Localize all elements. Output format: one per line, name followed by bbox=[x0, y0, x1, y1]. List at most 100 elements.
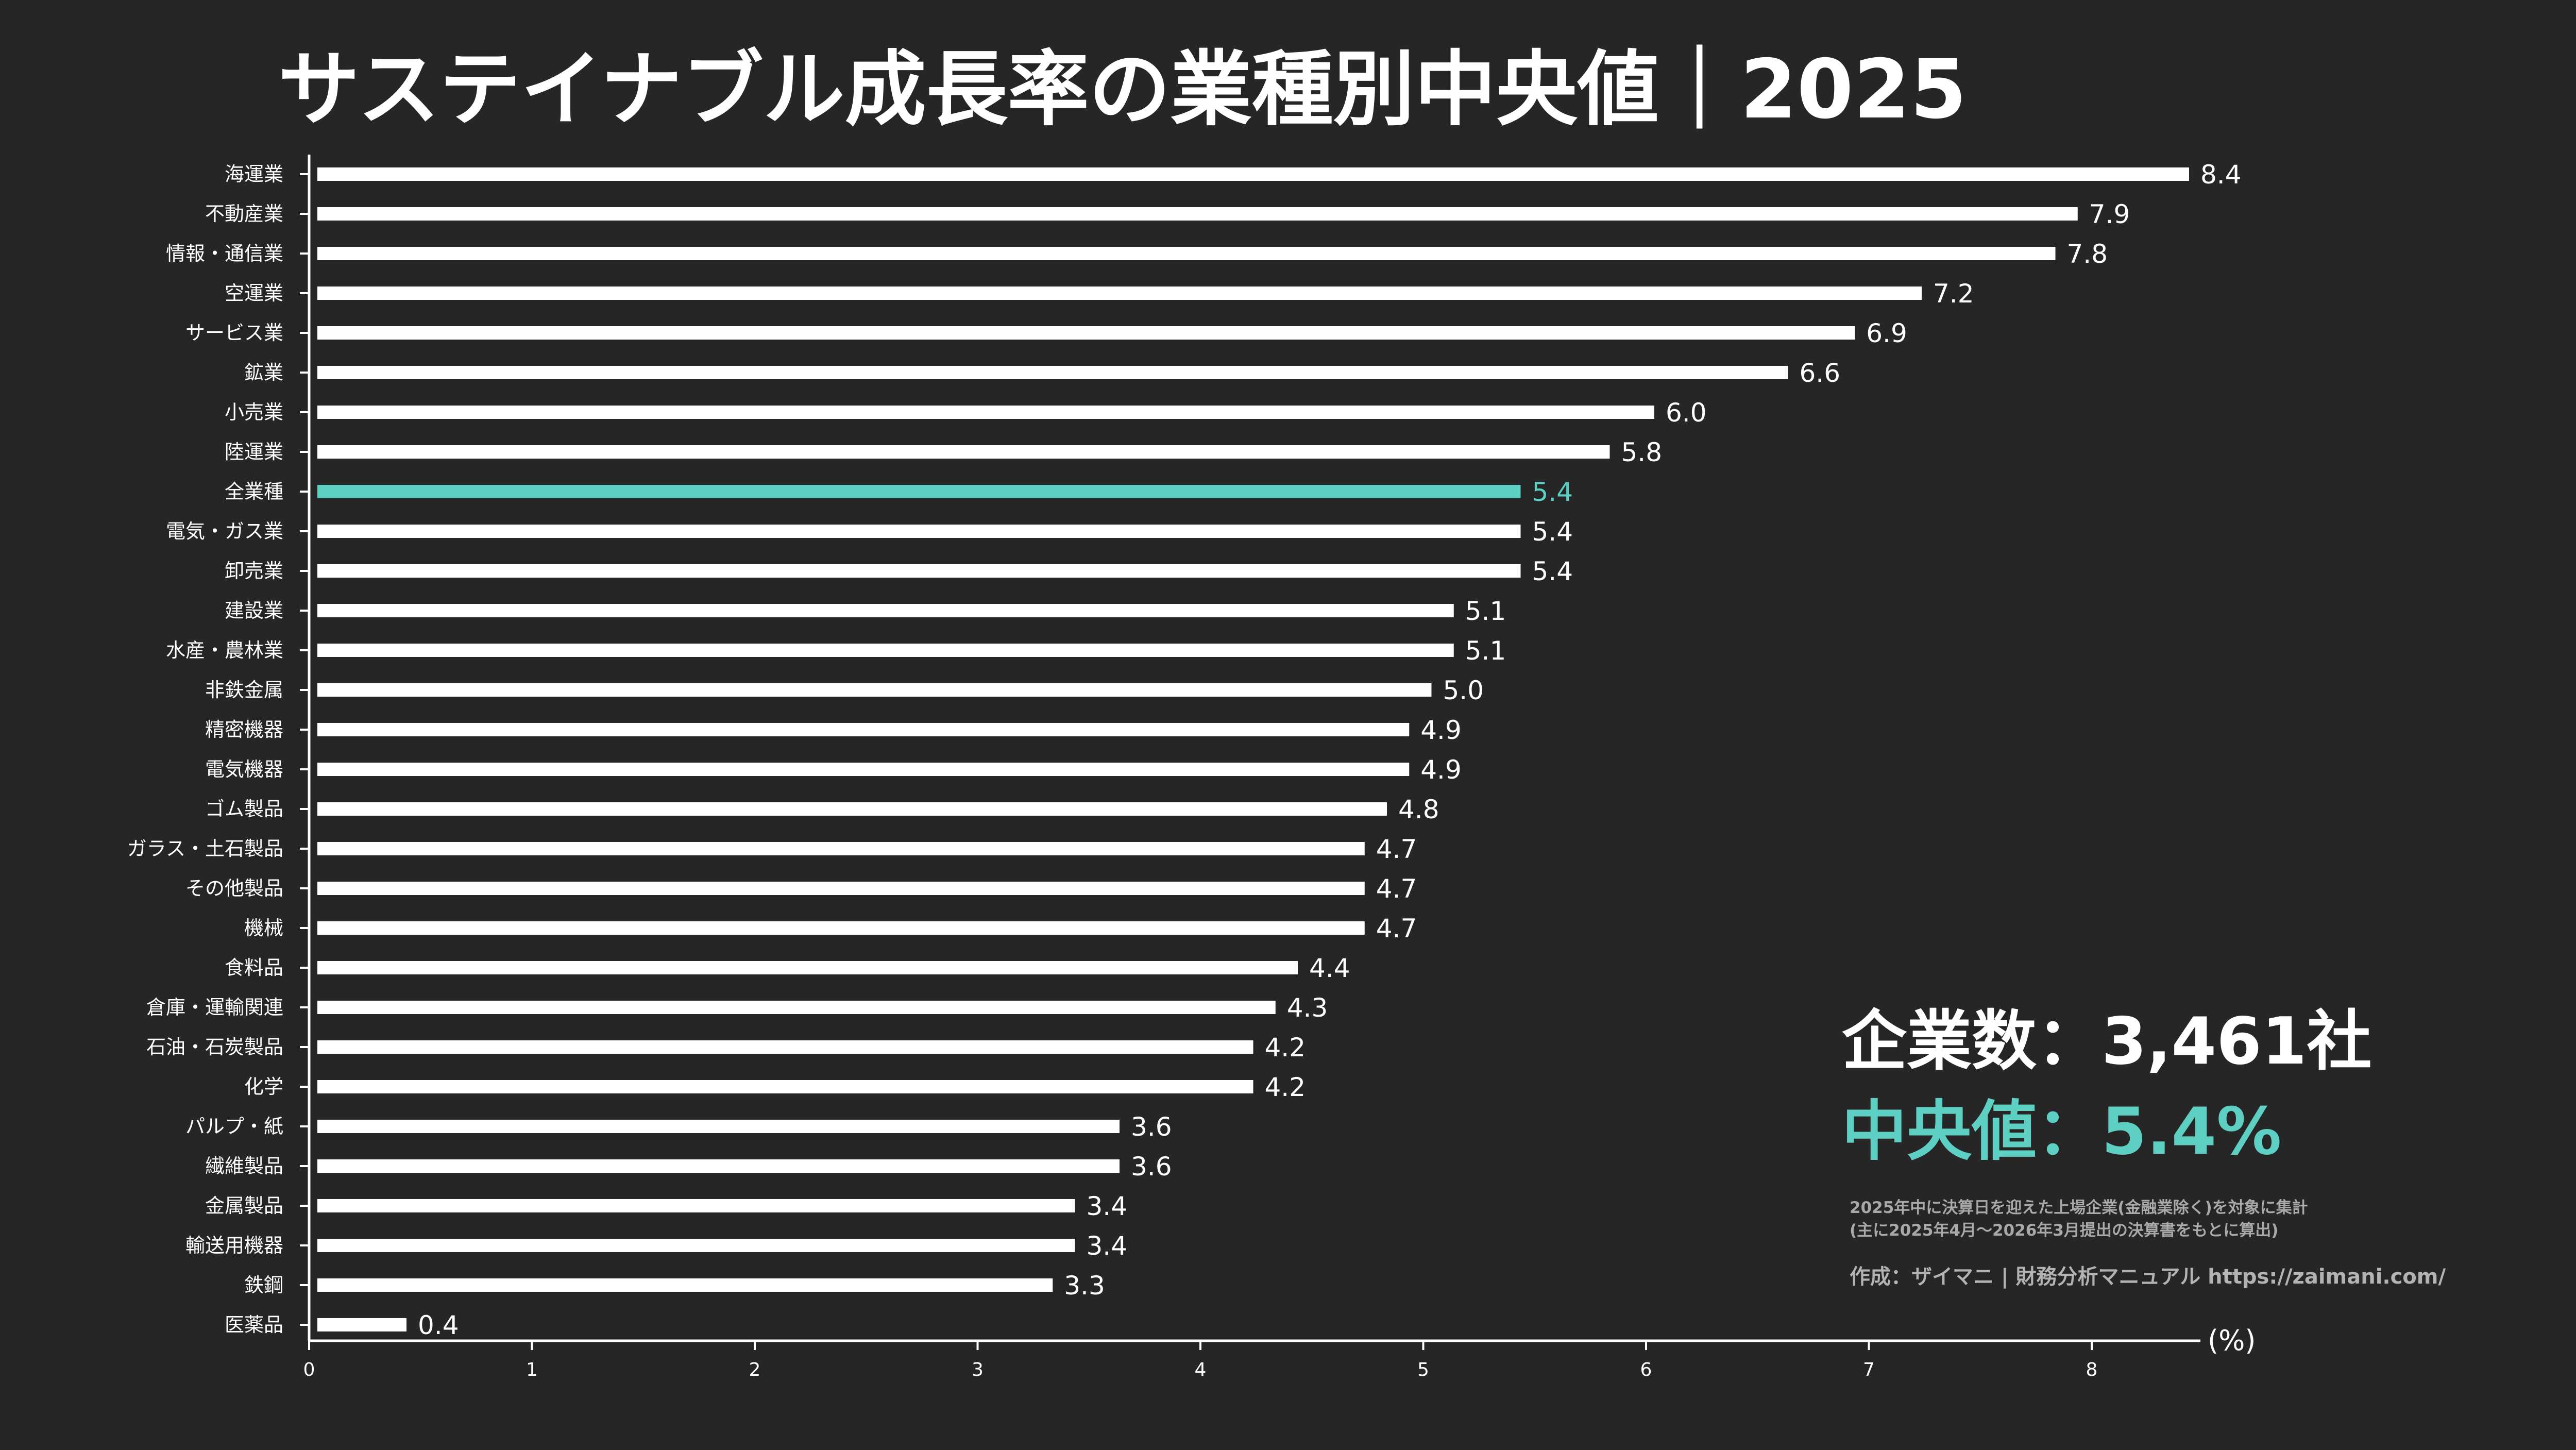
x-tick-label: 4 bbox=[1195, 1359, 1207, 1380]
median-summary: 中央値：5.4% bbox=[1842, 1093, 2282, 1169]
x-tick-label: 0 bbox=[303, 1359, 315, 1380]
value-label: 5.4 bbox=[1532, 557, 1573, 586]
bar-パルプ・紙 bbox=[317, 1120, 1120, 1133]
bar-食料品 bbox=[317, 961, 1298, 974]
category-label: 倉庫・運輸関連 bbox=[146, 996, 283, 1019]
value-label: 4.9 bbox=[1420, 715, 1462, 745]
category-label: その他製品 bbox=[185, 877, 283, 900]
bar-空運業 bbox=[317, 286, 1922, 300]
category-label: 卸売業 bbox=[225, 560, 283, 582]
value-label: 7.2 bbox=[1933, 279, 1974, 309]
value-label: 5.4 bbox=[1532, 477, 1573, 507]
category-label: パルプ・紙 bbox=[185, 1115, 283, 1138]
category-label: 化学 bbox=[244, 1075, 283, 1098]
axis-layer: 0 1 2 3 4 5 6 7 8 (%) bbox=[300, 155, 2256, 1380]
bar-倉庫・運輸関連 bbox=[317, 1001, 1276, 1014]
bar-電気機器 bbox=[317, 763, 1410, 776]
value-label: 4.7 bbox=[1376, 834, 1417, 864]
bar-輸送用機器 bbox=[317, 1239, 1075, 1252]
category-label: 機械 bbox=[244, 917, 283, 939]
bar-陸運業 bbox=[317, 445, 1610, 459]
value-label: 5.4 bbox=[1532, 517, 1573, 547]
value-label: 4.7 bbox=[1376, 914, 1417, 943]
credit-line: 作成：ザイマニ | 財務分析マニュアル https://zaimani.com/ bbox=[1850, 1265, 2446, 1289]
value-label: 3.4 bbox=[1087, 1191, 1128, 1221]
category-label: 精密機器 bbox=[205, 718, 283, 741]
value-label: 6.0 bbox=[1666, 398, 1707, 428]
category-label: 情報・通信業 bbox=[166, 242, 283, 265]
bar-繊維製品 bbox=[317, 1159, 1120, 1173]
bar-化学 bbox=[317, 1080, 1253, 1093]
category-label: 小売業 bbox=[225, 401, 283, 424]
value-label: 4.9 bbox=[1420, 755, 1462, 785]
category-label: 医薬品 bbox=[225, 1313, 283, 1336]
value-label: 7.9 bbox=[2089, 199, 2130, 229]
bar-不動産業 bbox=[317, 207, 2078, 221]
bar-鉄鋼 bbox=[317, 1278, 1053, 1292]
bar-水産・農林業 bbox=[317, 644, 1454, 657]
bar-石油・石炭製品 bbox=[317, 1040, 1253, 1054]
category-label: 非鉄金属 bbox=[205, 679, 283, 701]
category-label: 海運業 bbox=[225, 163, 283, 186]
value-label: 0.4 bbox=[418, 1310, 459, 1340]
value-label: 5.0 bbox=[1443, 676, 1484, 705]
category-label: 輸送用機器 bbox=[185, 1234, 283, 1257]
bar-ガラス・土石製品 bbox=[317, 842, 1365, 855]
bar-電気・ガス業 bbox=[317, 525, 1521, 538]
category-label: 電気機器 bbox=[205, 758, 283, 781]
bar-その他製品 bbox=[317, 882, 1365, 895]
bar-海運業 bbox=[317, 167, 2189, 181]
bar-情報・通信業 bbox=[317, 247, 2056, 260]
x-tick-label: 6 bbox=[1640, 1359, 1652, 1380]
bar-金属製品 bbox=[317, 1199, 1075, 1212]
value-label: 4.2 bbox=[1265, 1033, 1306, 1063]
value-label: 4.2 bbox=[1265, 1072, 1306, 1102]
value-label: 4.4 bbox=[1309, 953, 1350, 983]
value-label: 4.7 bbox=[1376, 874, 1417, 904]
category-label: 繊維製品 bbox=[205, 1155, 283, 1177]
bar-医薬品 bbox=[317, 1318, 406, 1331]
category-label: ガラス・土石製品 bbox=[127, 837, 283, 860]
bars-layer: 海運業 8.4 不動産業 7.9 情報・通信業 7.8 空運業 7.2 サービス業 6.9 鉱業 6.… bbox=[127, 160, 2242, 1340]
value-label: 3.4 bbox=[1087, 1231, 1128, 1261]
x-tick-label: 2 bbox=[749, 1359, 761, 1380]
category-label: 電気・ガス業 bbox=[166, 520, 283, 543]
bar-精密機器 bbox=[317, 723, 1410, 736]
bar-小売業 bbox=[317, 406, 1654, 419]
x-tick-label: 7 bbox=[1863, 1359, 1875, 1380]
company-count: 企業数：3,461社 bbox=[1842, 1003, 2372, 1079]
x-tick-label: 1 bbox=[526, 1359, 538, 1380]
value-label: 5.8 bbox=[1621, 437, 1663, 467]
bar-機械 bbox=[317, 921, 1365, 935]
category-label: 水産・農林業 bbox=[166, 639, 283, 662]
value-label: 6.9 bbox=[1866, 318, 1907, 348]
value-label: 5.1 bbox=[1465, 596, 1506, 626]
bar-サービス業 bbox=[317, 326, 1855, 340]
value-label: 3.6 bbox=[1131, 1112, 1172, 1142]
value-label: 4.8 bbox=[1398, 795, 1439, 824]
category-label: 金属製品 bbox=[205, 1194, 283, 1217]
value-label: 7.8 bbox=[2067, 239, 2108, 269]
bar-非鉄金属 bbox=[317, 683, 1432, 697]
category-label: 建設業 bbox=[225, 599, 283, 622]
chart-title: サステイナブル成長率の業種別中央値｜2025 bbox=[278, 42, 1967, 137]
value-label: 6.6 bbox=[1800, 358, 1841, 388]
category-label: 鉱業 bbox=[244, 361, 283, 384]
category-label: 食料品 bbox=[225, 956, 283, 979]
x-tick-label: 8 bbox=[2086, 1359, 2098, 1380]
category-label: 空運業 bbox=[225, 282, 283, 305]
category-label: 陸運業 bbox=[225, 441, 283, 463]
bar-全業種 bbox=[317, 485, 1521, 498]
category-label: サービス業 bbox=[185, 322, 283, 344]
category-label: 不動産業 bbox=[205, 203, 283, 225]
bar-卸売業 bbox=[317, 564, 1521, 578]
x-tick-label: 3 bbox=[972, 1359, 984, 1380]
value-label: 8.4 bbox=[2200, 160, 2242, 190]
category-label: ゴム製品 bbox=[205, 798, 283, 820]
footnote-line-2: (主に2025年4月〜2026年3月提出の決算書をもとに算出) bbox=[1850, 1221, 2279, 1240]
bar-建設業 bbox=[317, 604, 1454, 617]
value-label: 3.3 bbox=[1064, 1271, 1105, 1301]
value-label: 3.6 bbox=[1131, 1152, 1172, 1182]
bar-鉱業 bbox=[317, 366, 1788, 379]
